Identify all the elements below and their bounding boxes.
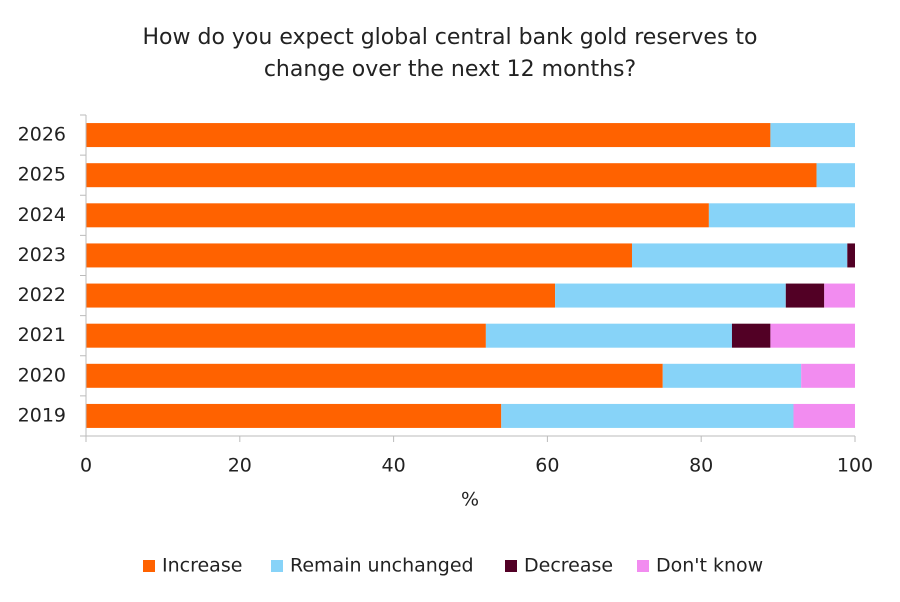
legend-swatch <box>143 560 155 572</box>
x-tick-label: 80 <box>689 455 713 477</box>
y-tick-label: 2025 <box>18 164 66 186</box>
chart-title: change over the next 12 months? <box>264 57 636 82</box>
y-tick-label: 2023 <box>18 244 66 266</box>
x-tick-label: 0 <box>80 455 92 477</box>
bar-segment <box>708 203 855 228</box>
bar-segment <box>824 283 855 308</box>
x-tick-label: 20 <box>228 455 252 477</box>
y-tick-label: 2020 <box>18 364 66 386</box>
y-tick-label: 2021 <box>18 324 66 346</box>
bar-segment <box>86 163 817 188</box>
bar-segment <box>501 403 794 428</box>
bar-segment <box>631 243 848 268</box>
legend-swatch <box>505 560 517 572</box>
x-axis-label: % <box>461 489 479 511</box>
legend-label: Increase <box>162 555 242 577</box>
legend-label: Don't know <box>656 555 763 577</box>
x-tick-label: 100 <box>837 455 873 477</box>
bar-segment <box>86 123 771 148</box>
bar-segment <box>793 403 855 428</box>
bar-segment <box>662 363 802 388</box>
bar-segment <box>816 163 855 188</box>
bar-segment <box>86 283 556 308</box>
chart-title: How do you expect global central bank go… <box>143 25 758 50</box>
y-tick-label: 2019 <box>18 404 66 426</box>
bar-segment <box>485 323 732 348</box>
bar-segment <box>785 283 825 308</box>
legend-swatch <box>271 560 283 572</box>
bar-segment <box>770 123 855 148</box>
bar-segment <box>86 403 502 428</box>
bar-segment <box>555 283 786 308</box>
bar-segment <box>86 203 709 228</box>
bar-segment <box>86 323 486 348</box>
legend-label: Decrease <box>524 555 613 577</box>
y-tick-label: 2024 <box>18 204 66 226</box>
x-tick-label: 60 <box>535 455 559 477</box>
y-tick-label: 2022 <box>18 284 66 306</box>
x-tick-label: 40 <box>382 455 406 477</box>
bar-segment <box>801 363 855 388</box>
bar-segment <box>86 363 663 388</box>
bar-segment <box>847 243 855 268</box>
legend-label: Remain unchanged <box>290 555 474 577</box>
legend-swatch <box>637 560 649 572</box>
bar-segment <box>86 243 632 268</box>
y-tick-label: 2026 <box>18 124 66 146</box>
bar-segment <box>731 323 771 348</box>
bar-segment <box>770 323 855 348</box>
